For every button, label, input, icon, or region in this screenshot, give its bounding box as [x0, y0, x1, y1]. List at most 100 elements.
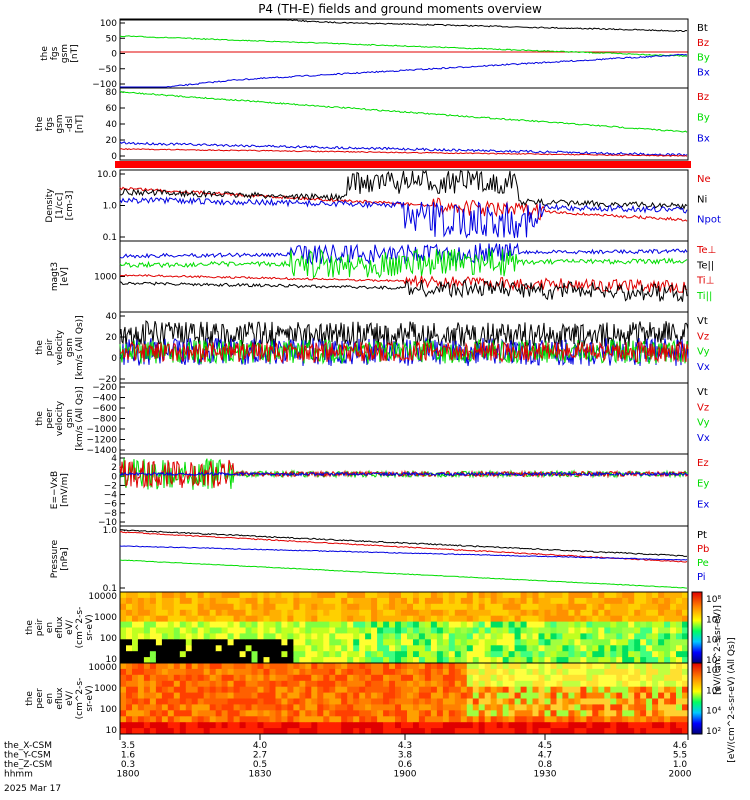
spectrogram-cell: [682, 621, 689, 628]
spectrogram-cell: [233, 680, 241, 688]
spectrogram-cell: [532, 680, 539, 688]
bx-trace: [120, 53, 688, 88]
spectrogram-cell: [317, 609, 324, 617]
spectrogram-cell: [120, 633, 127, 640]
date-label: 2025 Mar 17: [4, 784, 61, 794]
spectrogram-cell: [556, 657, 563, 664]
spectrogram-cell: [143, 615, 151, 623]
spectrogram-cell: [185, 651, 193, 658]
spectrogram-cell: [616, 668, 623, 676]
spectrogram-cell: [155, 645, 163, 652]
panel-peer_vel-tick: −400: [92, 394, 117, 404]
spectrogram-cell: [167, 722, 175, 729]
spectrogram-cell: [281, 639, 288, 646]
spectrogram-cell: [472, 722, 480, 729]
spectrogram-cell: [365, 615, 372, 623]
spectrogram-cell: [209, 627, 217, 634]
colorbar-0-tick: 10⁴: [706, 636, 721, 646]
spectrogram-cell: [287, 686, 294, 694]
spectrogram-cell: [407, 639, 414, 646]
spectrogram-cell: [155, 657, 163, 664]
spectrogram-cell: [317, 645, 324, 652]
spectrogram-cell: [395, 592, 402, 599]
spectrogram-cell: [586, 627, 593, 634]
ti-par-trace: [119, 248, 688, 279]
spectrogram-cell: [610, 597, 617, 605]
spectrogram-cell: [126, 704, 133, 711]
spectrogram-cell: [317, 728, 324, 735]
spectrogram-cell: [496, 639, 504, 646]
spectrogram-cell: [413, 663, 420, 670]
spectrogram-cell: [580, 722, 587, 729]
spectrogram-cell: [676, 704, 683, 711]
spectrogram-cell: [281, 597, 288, 605]
spectrogram-cell: [682, 603, 689, 611]
spectrogram-cell: [436, 680, 444, 688]
spectrogram-cell: [311, 716, 318, 723]
spectrogram-cell: [389, 663, 396, 670]
spectrogram-cell: [401, 680, 408, 688]
spectrogram-cell: [418, 592, 426, 599]
spectrogram-cell: [161, 657, 169, 664]
spectrogram-cell: [221, 698, 229, 705]
spectrogram-cell: [413, 704, 420, 711]
spectrogram-cell: [634, 663, 641, 670]
spectrogram-cell: [526, 722, 534, 729]
spectrogram-cell: [538, 704, 545, 711]
axis-row-2-value-3: 0.8: [538, 760, 553, 770]
spectrogram-cell: [484, 716, 492, 723]
spectrogram-cell: [173, 668, 181, 676]
spectrogram-cell: [658, 663, 665, 670]
spectrogram-cell: [143, 603, 151, 611]
spectrogram-cell: [466, 597, 474, 605]
spectrogram-cell: [143, 716, 151, 723]
spectrogram-cell: [526, 645, 534, 652]
spectrogram-cell: [347, 686, 354, 694]
spectrogram-cell: [221, 716, 229, 723]
panel-peer_vel-legend-3: Vx: [697, 433, 710, 444]
spectrogram-cell: [604, 609, 611, 617]
spectrogram-cell: [120, 674, 127, 682]
spectrogram-cell: [490, 597, 498, 605]
spectrogram-cell: [353, 657, 360, 664]
spectrogram-cell: [514, 592, 522, 599]
panel-temp-legend-3: Ti||: [696, 291, 712, 302]
spectrogram-cell: [676, 716, 683, 723]
spectrogram-cell: [430, 716, 438, 723]
spectrogram-cell: [448, 686, 456, 694]
spectrogram-cell: [287, 722, 294, 729]
spectrogram-cell: [323, 657, 330, 664]
spectrogram-cell: [167, 663, 175, 670]
spectrogram-cell: [502, 645, 510, 652]
spectrogram-cell: [496, 698, 504, 705]
spectrogram-cell: [371, 645, 378, 652]
spectrogram-cell: [496, 657, 504, 664]
ti-perp-trace: [119, 273, 688, 294]
spectrogram-cell: [191, 704, 199, 711]
spectrogram-cell: [185, 597, 193, 605]
spectrogram-cell: [251, 651, 258, 658]
spectrogram-cell: [233, 627, 241, 634]
spectrogram-cell: [646, 668, 653, 676]
spectrogram-cell: [478, 639, 486, 646]
panel-peir_vel-ylabel: the: [35, 340, 45, 355]
spectrogram-cell: [126, 716, 133, 723]
spectrogram-cell: [257, 674, 264, 682]
spectrogram-cell: [311, 592, 318, 599]
spectrogram-cell: [496, 728, 504, 735]
spectrogram-cell: [418, 686, 426, 694]
spectrogram-cell: [335, 651, 342, 658]
spectrogram-cell: [209, 651, 217, 658]
spectrogram-cell: [580, 645, 587, 652]
spectrogram-cell: [263, 609, 270, 617]
spectrogram-cell: [622, 651, 629, 658]
spectrogram-cell: [329, 692, 336, 699]
spectrogram-cell: [359, 621, 366, 628]
spectrogram-cell: [275, 704, 282, 711]
spectrogram-cell: [628, 680, 635, 688]
spectrogram-cell: [143, 657, 151, 664]
spectrogram-cell: [442, 651, 450, 658]
spectrogram-cell: [287, 710, 294, 717]
spectrogram-cell: [502, 710, 510, 717]
spectrogram-cell: [418, 680, 426, 688]
